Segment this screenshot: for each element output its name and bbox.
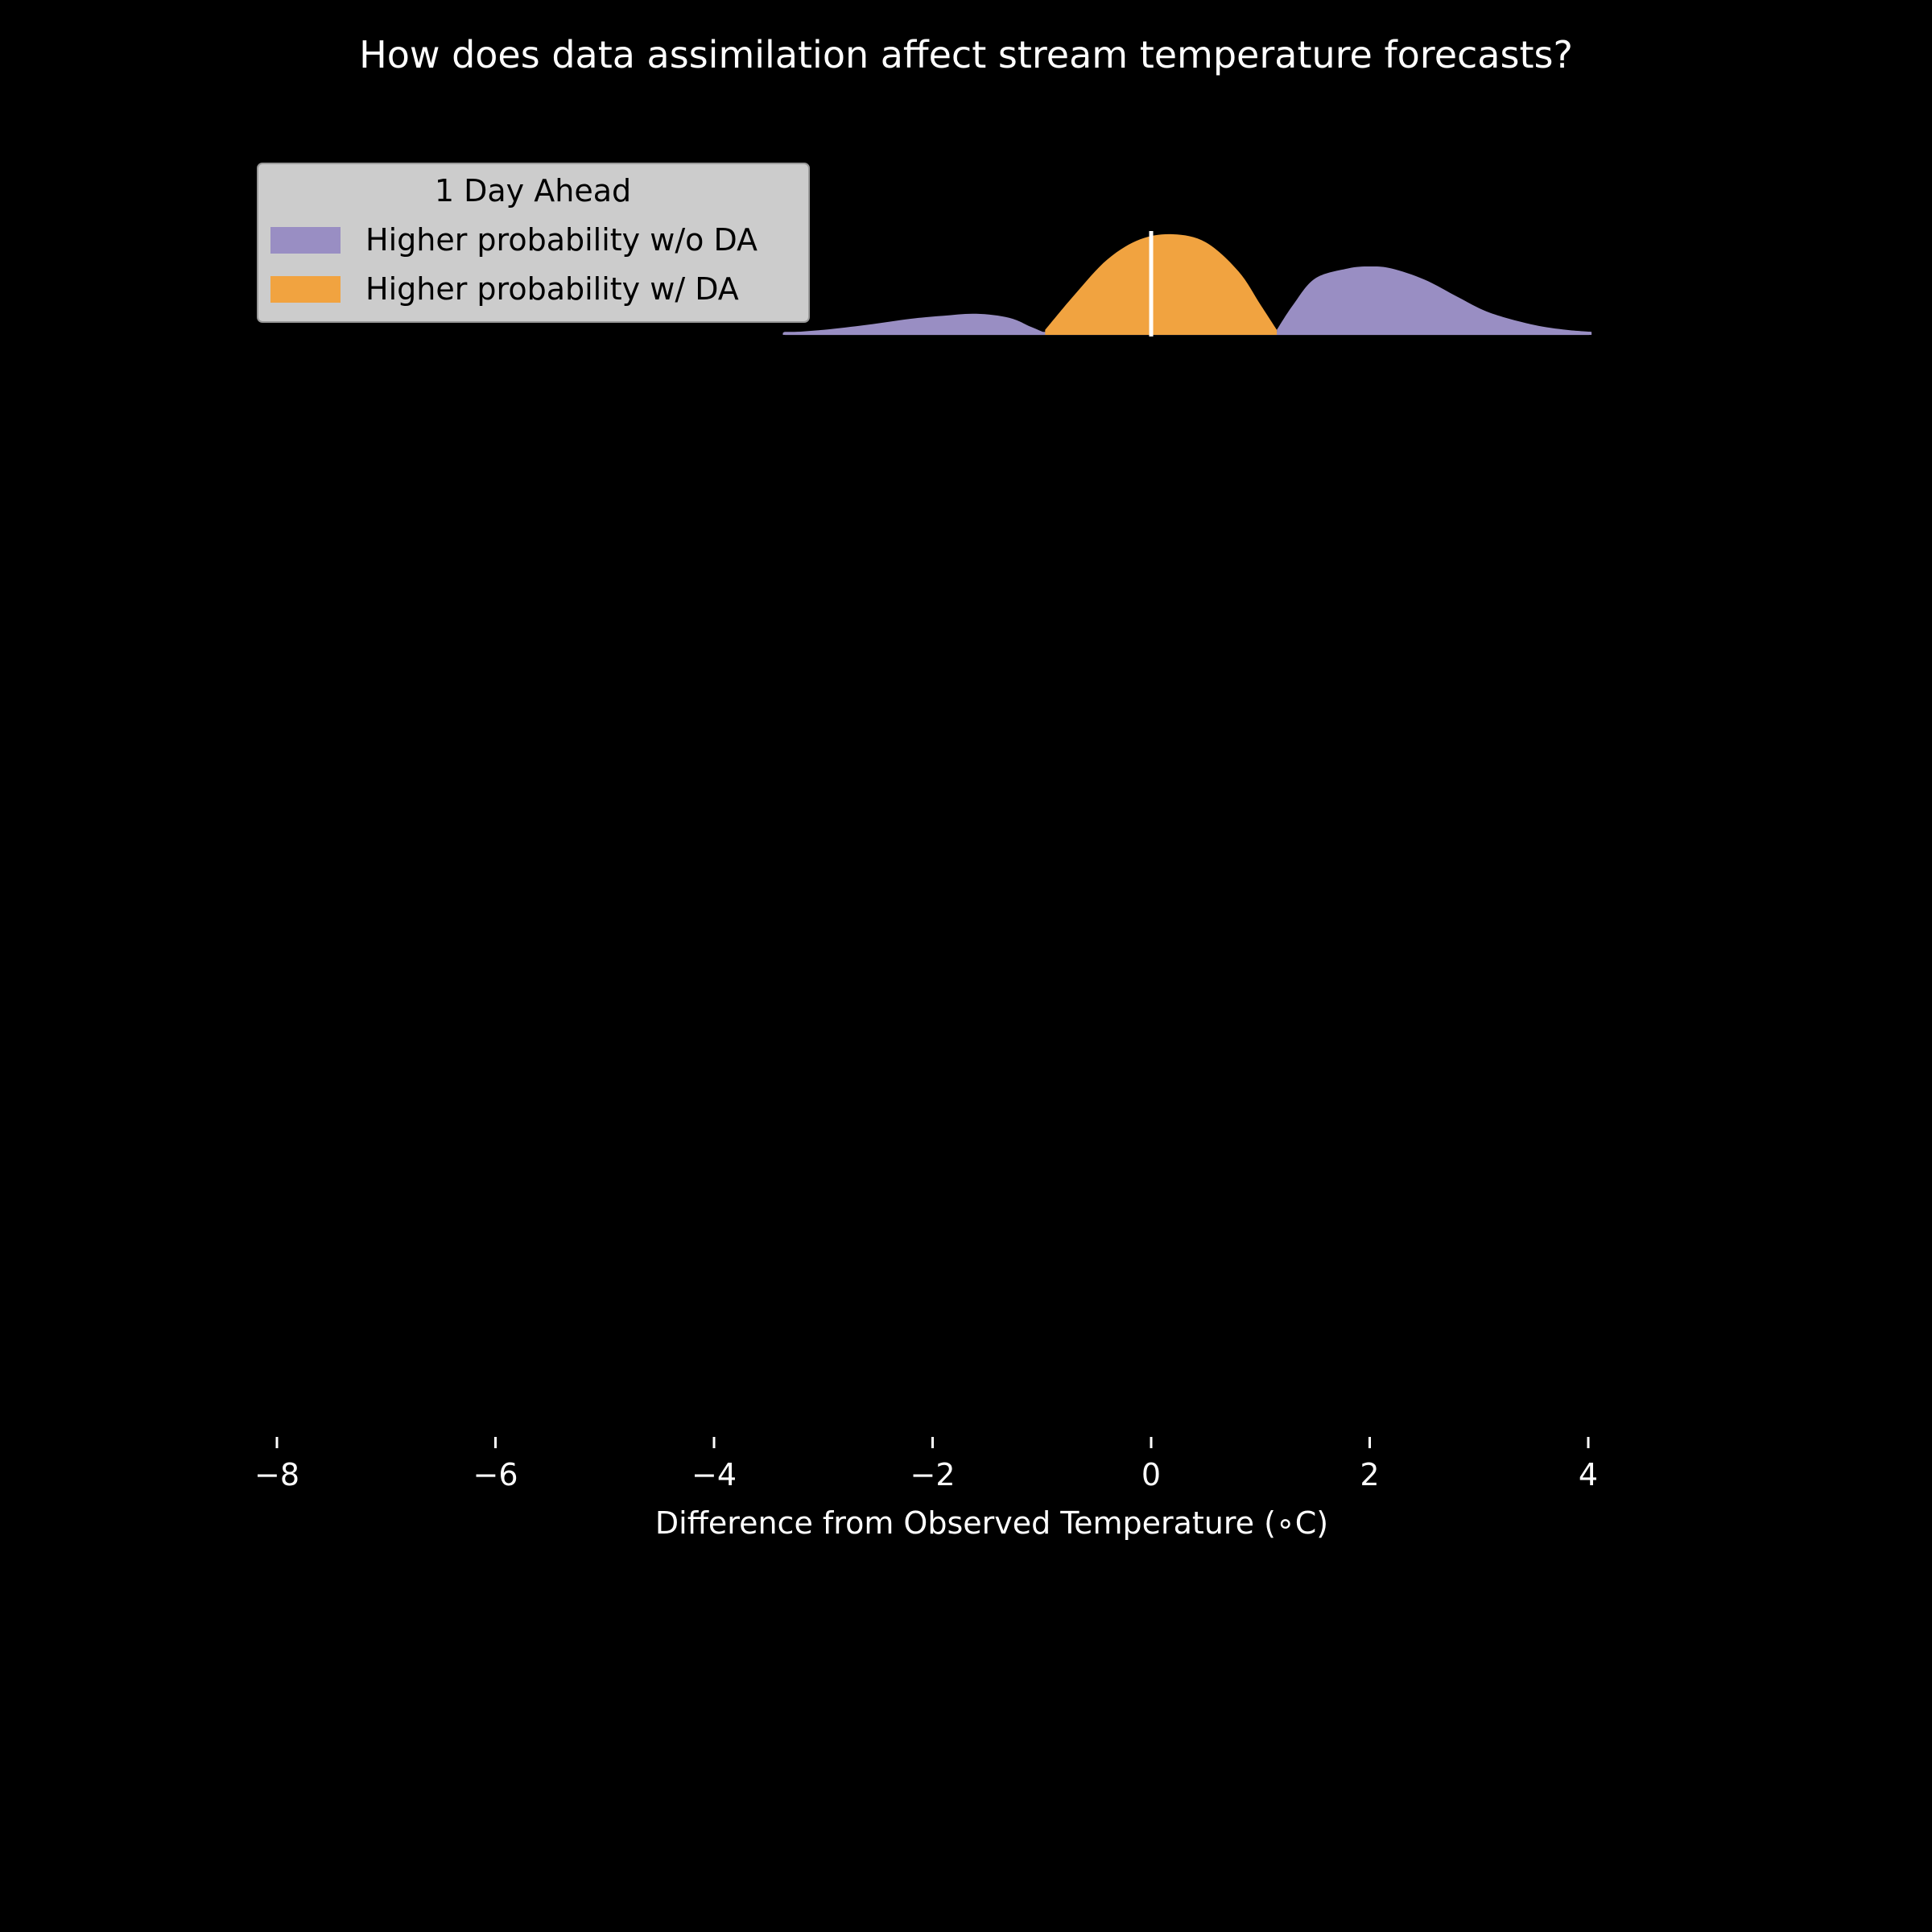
x-tick-label: −8 (254, 1457, 299, 1492)
ridge-plot (782, 231, 1592, 336)
legend: 1 Day Ahead Higher probability w/o DA Hi… (257, 163, 810, 323)
ridge-area-with-da-0 (1045, 233, 1278, 335)
legend-box (257, 163, 810, 323)
legend-label-with-da: Higher probability w/ DA (365, 271, 739, 307)
legend-label-without-da: Higher probability w/o DA (365, 222, 758, 258)
ridge-area-without-da-1 (1277, 266, 1592, 335)
legend-swatch-with-da (270, 276, 341, 303)
x-tick-label: −2 (910, 1457, 955, 1492)
x-tick-label: −4 (691, 1457, 737, 1492)
x-tick-label: 2 (1360, 1457, 1379, 1492)
legend-title: 1 Day Ahead (435, 173, 631, 208)
legend-swatch-without-da (270, 227, 341, 254)
chart-title: How does data assimilation affect stream… (359, 33, 1573, 76)
ridge-area-without-da-0 (782, 313, 1046, 335)
x-tick-label: −6 (473, 1457, 518, 1492)
x-axis: −8 −6 −4 −2 0 2 4 (254, 1437, 1598, 1492)
x-tick-label: 0 (1141, 1457, 1161, 1492)
x-tick-label: 4 (1579, 1457, 1598, 1492)
x-axis-label: Difference from Observed Temperature (∘C… (655, 1505, 1328, 1541)
